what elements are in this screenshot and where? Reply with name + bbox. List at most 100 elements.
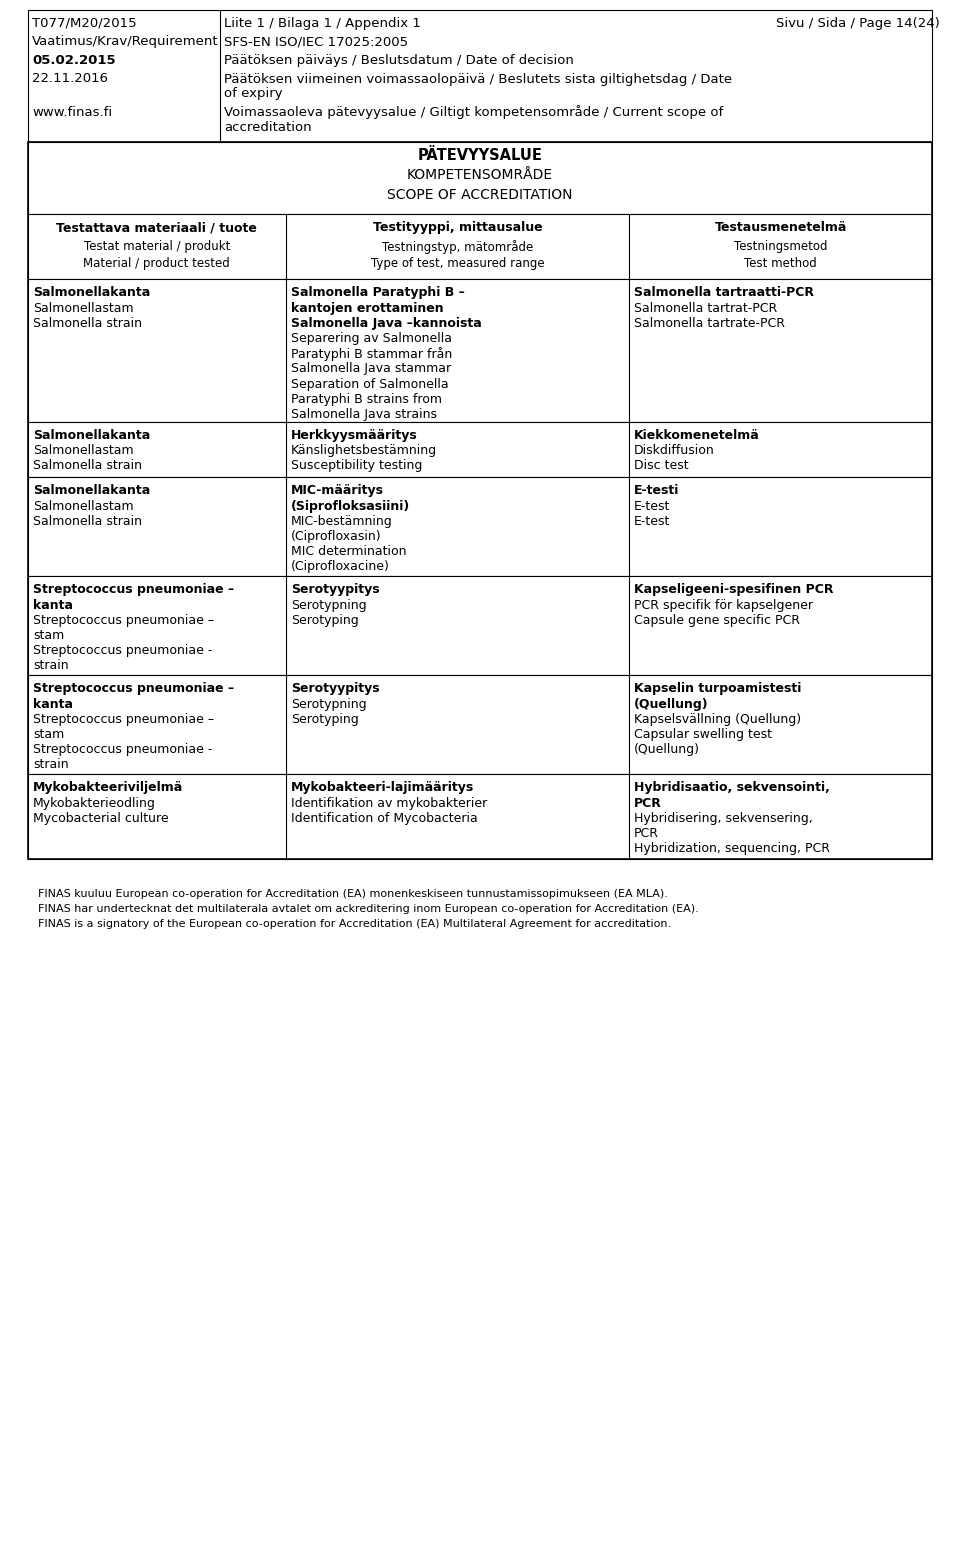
Text: kanta: kanta — [33, 599, 73, 611]
Text: Känslighetsbestämning: Känslighetsbestämning — [291, 444, 437, 456]
Text: Test method: Test method — [744, 258, 817, 270]
Text: Salmonellakanta: Salmonellakanta — [33, 428, 151, 442]
Text: Liite 1 / Bilaga 1 / Appendix 1: Liite 1 / Bilaga 1 / Appendix 1 — [224, 17, 420, 29]
Text: Testningstyp, mätområde: Testningstyp, mätområde — [382, 241, 533, 255]
Text: Salmonella Java stammar: Salmonella Java stammar — [291, 363, 451, 376]
Text: Salmonella Java –kannoista: Salmonella Java –kannoista — [291, 317, 481, 329]
Text: Identification of Mycobacteria: Identification of Mycobacteria — [291, 812, 477, 824]
Text: Salmonella strain: Salmonella strain — [33, 459, 142, 472]
Text: Mykobakteeri-lajimääritys: Mykobakteeri-lajimääritys — [291, 781, 474, 795]
Text: (Ciprofloxacine): (Ciprofloxacine) — [291, 560, 390, 573]
Text: Salmonellakanta: Salmonellakanta — [33, 286, 151, 300]
Text: Serotyypitys: Serotyypitys — [291, 584, 379, 596]
Text: Testat material / produkt: Testat material / produkt — [84, 241, 230, 253]
Text: Disc test: Disc test — [635, 459, 688, 472]
Text: stam: stam — [33, 728, 64, 740]
Bar — [28, 422, 932, 478]
Text: stam: stam — [33, 629, 64, 643]
Text: (Quellung): (Quellung) — [635, 743, 700, 756]
Text: PÄTEVYYSALUE: PÄTEVYYSALUE — [418, 149, 542, 163]
Text: Streptococcus pneumoniae –: Streptococcus pneumoniae – — [33, 613, 214, 627]
Text: FINAS is a signatory of the European co-operation for Accreditation (EA) Multila: FINAS is a signatory of the European co-… — [38, 919, 671, 930]
Text: PCR: PCR — [635, 796, 662, 810]
Bar — [28, 141, 932, 214]
Text: Separering av Salmonella: Separering av Salmonella — [291, 332, 451, 345]
Bar — [28, 675, 932, 774]
Text: Salmonellastam: Salmonellastam — [33, 301, 133, 315]
Text: E-testi: E-testi — [635, 484, 680, 497]
Text: Streptococcus pneumoniae –: Streptococcus pneumoniae – — [33, 712, 214, 726]
Text: Hybridisaatio, sekvensointi,: Hybridisaatio, sekvensointi, — [635, 781, 830, 795]
Text: MIC-bestämning: MIC-bestämning — [291, 515, 393, 528]
Text: Mykobakteeriviljelmä: Mykobakteeriviljelmä — [33, 781, 183, 795]
Text: Serotypning: Serotypning — [291, 599, 367, 611]
Text: SCOPE OF ACCREDITATION: SCOPE OF ACCREDITATION — [387, 188, 573, 202]
Text: Päätöksen päiväys / Beslutsdatum / Date of decision: Päätöksen päiväys / Beslutsdatum / Date … — [224, 54, 574, 67]
Text: Type of test, measured range: Type of test, measured range — [371, 258, 544, 270]
Bar — [28, 279, 932, 422]
Text: Streptococcus pneumoniae –: Streptococcus pneumoniae – — [33, 584, 234, 596]
Text: Serotyypitys: Serotyypitys — [291, 683, 379, 695]
Text: Salmonellastam: Salmonellastam — [33, 500, 133, 512]
Text: Kapselsvällning (Quellung): Kapselsvällning (Quellung) — [635, 712, 802, 726]
Text: Hybridisering, sekvensering,: Hybridisering, sekvensering, — [635, 812, 813, 824]
Text: 05.02.2015: 05.02.2015 — [32, 54, 115, 67]
Text: Serotyping: Serotyping — [291, 712, 358, 726]
Text: Sivu / Sida / Page 14(24): Sivu / Sida / Page 14(24) — [777, 17, 940, 29]
Text: (Ciprofloxasin): (Ciprofloxasin) — [291, 529, 381, 543]
Text: SFS-EN ISO/IEC 17025:2005: SFS-EN ISO/IEC 17025:2005 — [224, 36, 408, 48]
Text: Mykobakterieodling: Mykobakterieodling — [33, 796, 156, 810]
Text: Testityyppi, mittausalue: Testityyppi, mittausalue — [372, 222, 542, 234]
Text: Kiekkomenetelmä: Kiekkomenetelmä — [635, 428, 760, 442]
Text: Capsular swelling test: Capsular swelling test — [635, 728, 772, 740]
Text: Paratyphi B stammar från: Paratyphi B stammar från — [291, 348, 452, 362]
Text: Salmonella strain: Salmonella strain — [33, 515, 142, 528]
Text: Salmonellastam: Salmonellastam — [33, 444, 133, 456]
Text: PCR: PCR — [635, 827, 660, 840]
Text: Susceptibility testing: Susceptibility testing — [291, 459, 422, 472]
Bar — [28, 214, 932, 279]
Text: Salmonellakanta: Salmonellakanta — [33, 484, 151, 497]
Text: strain: strain — [33, 660, 68, 672]
Text: (Siprofloksasiini): (Siprofloksasiini) — [291, 500, 410, 512]
Text: Salmonella strain: Salmonella strain — [33, 317, 142, 329]
Bar — [28, 141, 932, 858]
Text: Mycobacterial culture: Mycobacterial culture — [33, 812, 169, 824]
Text: www.finas.fi: www.finas.fi — [32, 106, 112, 118]
Text: strain: strain — [33, 759, 68, 771]
Text: Herkkyysmääritys: Herkkyysmääritys — [291, 428, 418, 442]
Text: MIC-määritys: MIC-määritys — [291, 484, 384, 497]
Text: Vaatimus/Krav/Requirement: Vaatimus/Krav/Requirement — [32, 36, 219, 48]
Text: Kapselin turpoamistesti: Kapselin turpoamistesti — [635, 683, 802, 695]
Bar — [28, 478, 932, 576]
Text: PCR specifik för kapselgener: PCR specifik för kapselgener — [635, 599, 813, 611]
Text: Salmonella Paratyphi B –: Salmonella Paratyphi B – — [291, 286, 465, 300]
Text: Hybridization, sequencing, PCR: Hybridization, sequencing, PCR — [635, 843, 830, 855]
Bar — [28, 774, 932, 858]
Text: Päätöksen viimeinen voimassaolopäivä / Beslutets sista giltighetsdag / Date
of e: Päätöksen viimeinen voimassaolopäivä / B… — [224, 73, 732, 101]
Text: Kapseligeeni-spesifinen PCR: Kapseligeeni-spesifinen PCR — [635, 584, 833, 596]
Text: Streptococcus pneumoniae -: Streptococcus pneumoniae - — [33, 644, 212, 656]
Text: KOMPETENSOMRÅDE: KOMPETENSOMRÅDE — [407, 168, 553, 182]
Text: Paratyphi B strains from: Paratyphi B strains from — [291, 393, 442, 407]
Text: Testningsmetod: Testningsmetod — [733, 241, 828, 253]
Text: E-test: E-test — [635, 500, 670, 512]
Text: Testausmenetelmä: Testausmenetelmä — [714, 222, 847, 234]
Text: kanta: kanta — [33, 697, 73, 711]
Text: Testattava materiaali / tuote: Testattava materiaali / tuote — [57, 222, 257, 234]
Text: Salmonella tartrat-PCR: Salmonella tartrat-PCR — [635, 301, 778, 315]
Text: Salmonella Java strains: Salmonella Java strains — [291, 408, 437, 421]
Text: (Quellung): (Quellung) — [635, 697, 708, 711]
Text: T077/M20/2015: T077/M20/2015 — [32, 17, 136, 29]
Text: Separation of Salmonella: Separation of Salmonella — [291, 377, 448, 391]
Text: FINAS har undertecknat det multilaterala avtalet om ackreditering inom European : FINAS har undertecknat det multilaterala… — [38, 905, 699, 914]
Text: 22.11.2016: 22.11.2016 — [32, 73, 108, 85]
Text: Serotypning: Serotypning — [291, 697, 367, 711]
Text: Diskdiffusion: Diskdiffusion — [635, 444, 715, 456]
Text: kantojen erottaminen: kantojen erottaminen — [291, 301, 444, 315]
Text: E-test: E-test — [635, 515, 670, 528]
Bar — [28, 9, 932, 141]
Text: Material / product tested: Material / product tested — [84, 258, 230, 270]
Bar — [28, 576, 932, 675]
Text: Salmonella tartrate-PCR: Salmonella tartrate-PCR — [635, 317, 785, 329]
